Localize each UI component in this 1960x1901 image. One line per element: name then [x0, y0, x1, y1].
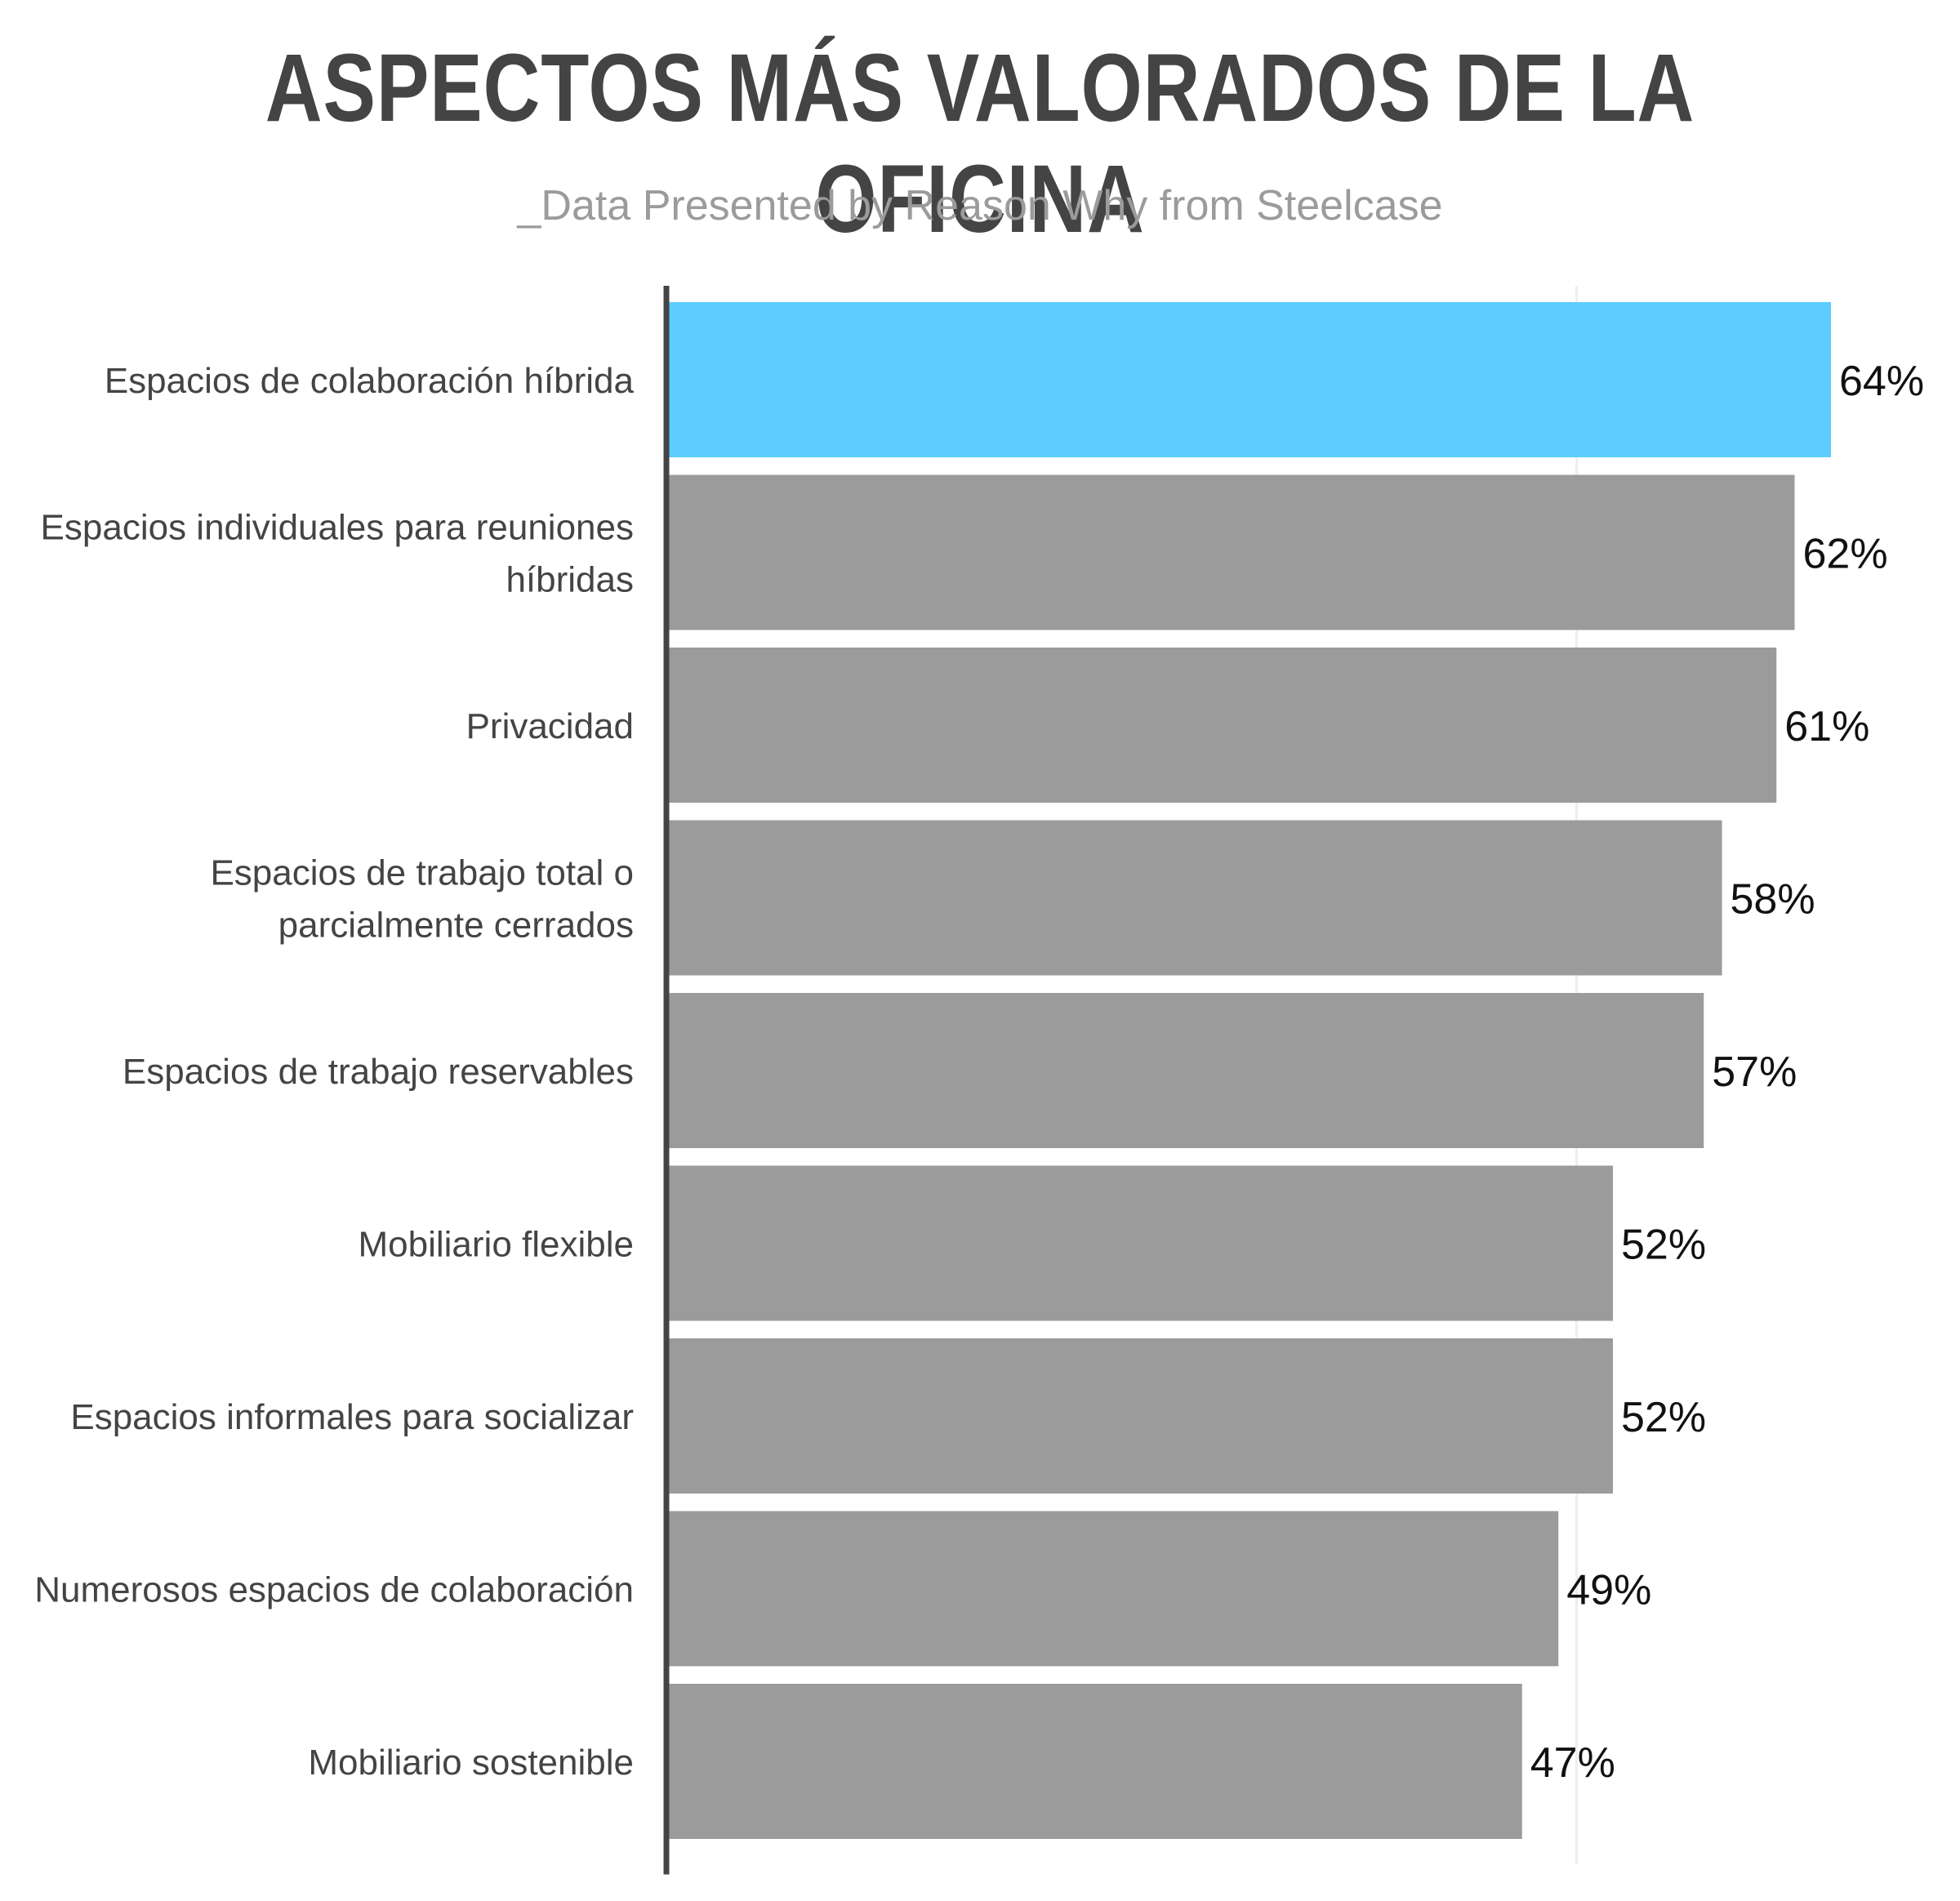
bar	[668, 820, 1722, 976]
category-label: Espacios de colaboración híbrida	[105, 361, 635, 401]
category-label: Mobiliario sostenible	[308, 1743, 634, 1783]
value-label-layer: 64% 62% 61% 58% 57% 52% 52% 49% 47%	[1530, 358, 1924, 1787]
value-label: 62%	[1803, 531, 1888, 578]
bar	[668, 1684, 1522, 1839]
category-label: Espacios de trabajo reservables	[122, 1052, 634, 1092]
value-label: 47%	[1530, 1739, 1615, 1787]
value-label: 52%	[1621, 1222, 1706, 1269]
bar	[668, 302, 1831, 457]
category-label: Espacios de trabajo total o parcialmente …	[210, 853, 634, 946]
chart-title: ASPECTOS MÁS VALORADOS DE LA OFICINA	[265, 34, 1695, 253]
category-label: Mobiliario flexible	[359, 1225, 634, 1265]
bar	[668, 1338, 1613, 1494]
bar	[668, 648, 1777, 803]
category-label: Privacidad	[466, 706, 634, 746]
category-label: Numerosos espacios de colaboración	[34, 1570, 634, 1610]
bar	[668, 474, 1795, 630]
value-label: 49%	[1566, 1567, 1651, 1614]
category-label: Espacios individuales para reuniones híbr…	[41, 508, 634, 600]
value-label: 64%	[1839, 358, 1924, 405]
bar	[668, 1511, 1559, 1667]
value-label: 58%	[1731, 876, 1815, 924]
chart-subtitle: _Data Presented by Reason Why from Steel…	[517, 182, 1443, 229]
value-label: 52%	[1621, 1394, 1706, 1441]
bar-layer	[668, 302, 1831, 1839]
value-label: 57%	[1712, 1048, 1797, 1096]
category-label: Espacios informales para socializar	[70, 1397, 634, 1437]
bar	[668, 1165, 1613, 1321]
bar	[668, 993, 1704, 1148]
value-label: 61%	[1784, 703, 1869, 750]
category-label-layer: Espacios de colaboración híbrida Espacios…	[34, 361, 634, 1783]
